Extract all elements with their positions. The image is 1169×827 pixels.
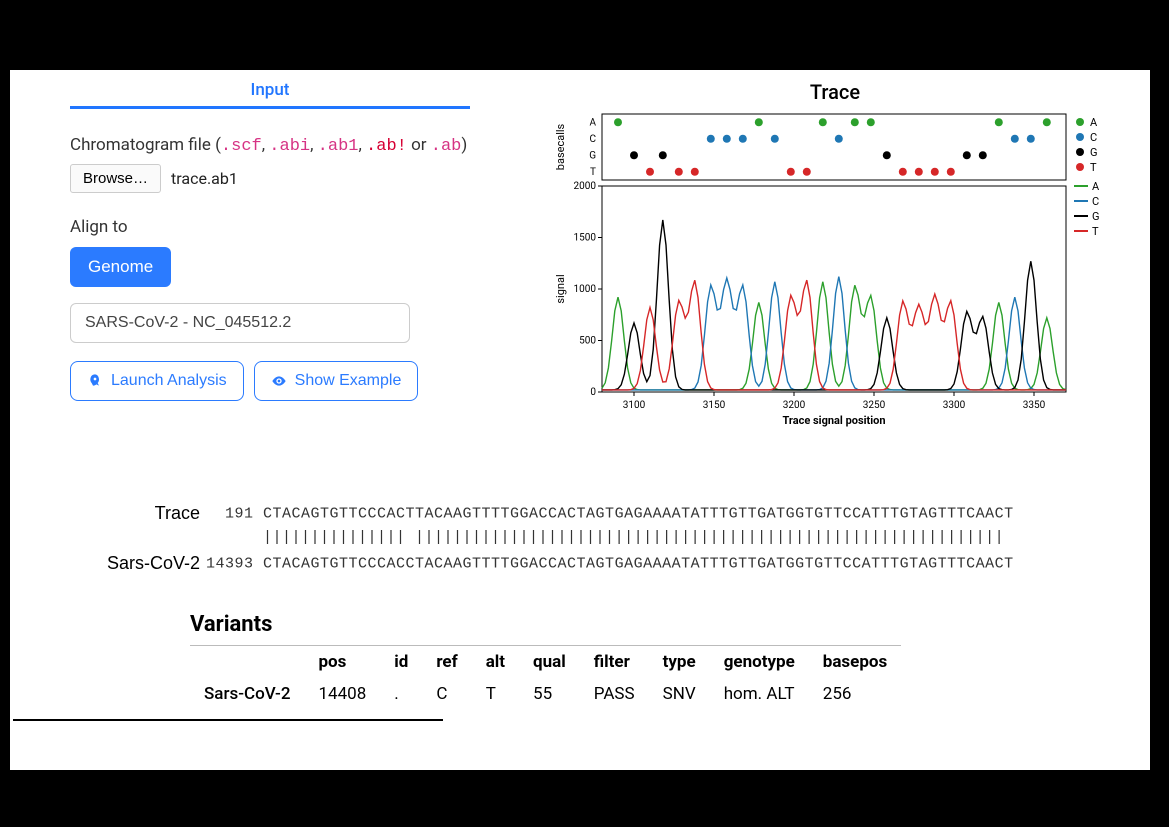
- svg-text:signal: signal: [554, 274, 567, 303]
- svg-text:0: 0: [590, 387, 596, 398]
- input-panel: Input Chromatogram file (.scf, .abi, .ab…: [70, 80, 500, 401]
- table-header: ref: [422, 646, 471, 679]
- svg-text:1000: 1000: [574, 284, 597, 295]
- launch-label: Launch Analysis: [111, 372, 227, 390]
- svg-text:C: C: [1092, 195, 1099, 208]
- trace-title: Trace: [550, 80, 1120, 104]
- svg-text:Trace signal position: Trace signal position: [782, 414, 885, 427]
- trace-panel: Trace 0 500 1000 1500 2000 3100 3150 3200 3250 33…: [550, 80, 1120, 430]
- tab-input[interactable]: Input: [251, 80, 290, 100]
- svg-text:T: T: [590, 167, 596, 178]
- svg-text:T: T: [1092, 225, 1099, 238]
- file-extension: .abi: [269, 137, 310, 156]
- variants-block: Variants posidrefaltqualfiltertypegenoty…: [190, 612, 970, 710]
- align-to-label: Align to: [70, 217, 500, 237]
- table-cell: T: [472, 678, 519, 710]
- trace-chart: 0 500 1000 1500 2000 3100 3150 3200 3250 3300 3350…: [550, 108, 1120, 428]
- svg-text:C: C: [1090, 131, 1097, 144]
- table-header: filter: [580, 646, 649, 679]
- table-header: id: [380, 646, 422, 679]
- alignment-seq-row: Trace 191 CTACAGTGTTCCCACTTACAAGTTTTGGAC…: [70, 500, 1110, 527]
- genome-select[interactable]: [70, 303, 410, 343]
- table-cell: C: [422, 678, 471, 710]
- file-extension: .ab!: [366, 137, 407, 156]
- svg-text:3350: 3350: [1023, 400, 1046, 411]
- svg-text:G: G: [589, 150, 596, 161]
- alignment-block: Trace 191 CTACAGTGTTCCCACTTACAAGTTTTGGAC…: [70, 500, 1110, 577]
- table-cell: .: [380, 678, 422, 710]
- table-cell: hom. ALT: [710, 678, 809, 710]
- table-cell: SNV: [649, 678, 710, 710]
- table-header: basepos: [809, 646, 901, 679]
- genome-button[interactable]: Genome: [70, 247, 171, 287]
- bottom-border: [13, 719, 443, 721]
- svg-text:3200: 3200: [783, 400, 806, 411]
- launch-analysis-button[interactable]: Launch Analysis: [70, 361, 244, 401]
- table-cell: 55: [519, 678, 580, 710]
- browse-button[interactable]: Browse…: [70, 164, 161, 193]
- table-header: qual: [519, 646, 580, 679]
- svg-text:G: G: [1092, 210, 1100, 223]
- rocket-icon: [87, 373, 103, 389]
- svg-text:A: A: [1092, 180, 1100, 193]
- svg-text:C: C: [589, 134, 596, 145]
- svg-text:3300: 3300: [943, 400, 966, 411]
- svg-text:3250: 3250: [863, 400, 886, 411]
- table-header: type: [649, 646, 710, 679]
- eye-icon: [271, 373, 287, 389]
- svg-text:2000: 2000: [574, 181, 597, 192]
- alignment-match-row: ||||||||||||||| ||||||||||||||||||||||||…: [70, 527, 1110, 550]
- alignment-seq-name: Sars-CoV-2: [70, 550, 200, 577]
- svg-text:1500: 1500: [574, 233, 597, 244]
- alignment-seq: 191 CTACAGTGTTCCCACTTACAAGTTTTGGACCACTAG…: [206, 505, 1014, 522]
- svg-text:A: A: [589, 117, 596, 128]
- svg-text:3100: 3100: [623, 400, 646, 411]
- table-cell: 14408: [304, 678, 380, 710]
- svg-text:3150: 3150: [703, 400, 726, 411]
- app-canvas: Input Chromatogram file (.scf, .abi, .ab…: [10, 70, 1150, 770]
- variants-table: posidrefaltqualfiltertypegenotypebasepos…: [190, 645, 901, 710]
- table-cell: PASS: [580, 678, 649, 710]
- table-header: pos: [304, 646, 380, 679]
- svg-text:A: A: [1090, 116, 1098, 129]
- variant-row-label: Sars-CoV-2: [190, 678, 304, 710]
- svg-text:basecalls: basecalls: [554, 123, 567, 170]
- file-extension: .scf: [221, 137, 262, 156]
- file-label: Chromatogram file (.scf, .abi, .ab1, .ab…: [70, 135, 500, 156]
- file-extension: .ab: [431, 137, 462, 156]
- alignment-seq-name: Trace: [70, 500, 200, 527]
- table-header: alt: [472, 646, 519, 679]
- selected-filename: trace.ab1: [171, 169, 238, 188]
- table-cell: 256: [809, 678, 901, 710]
- file-extension: .ab1: [318, 137, 359, 156]
- variants-title: Variants: [190, 612, 970, 637]
- show-example-button[interactable]: Show Example: [254, 361, 419, 401]
- alignment-seq-row: Sars-CoV-2 14393 CTACAGTGTTCCCACCTACAAGTT…: [70, 550, 1110, 577]
- svg-text:500: 500: [579, 336, 596, 347]
- table-header-row: posidrefaltqualfiltertypegenotypebasepos: [190, 646, 901, 679]
- alignment-match: ||||||||||||||| ||||||||||||||||||||||||…: [206, 529, 1004, 546]
- svg-text:T: T: [1090, 161, 1097, 174]
- example-label: Show Example: [295, 372, 402, 390]
- alignment-seq: 14393 CTACAGTGTTCCCACCTACAAGTTTTGGACCACT…: [206, 555, 1014, 572]
- table-row: Sars-CoV-214408.CT55PASSSNVhom. ALT256: [190, 678, 901, 710]
- svg-text:G: G: [1090, 146, 1098, 159]
- table-header: genotype: [710, 646, 809, 679]
- tab-row: Input: [70, 80, 470, 109]
